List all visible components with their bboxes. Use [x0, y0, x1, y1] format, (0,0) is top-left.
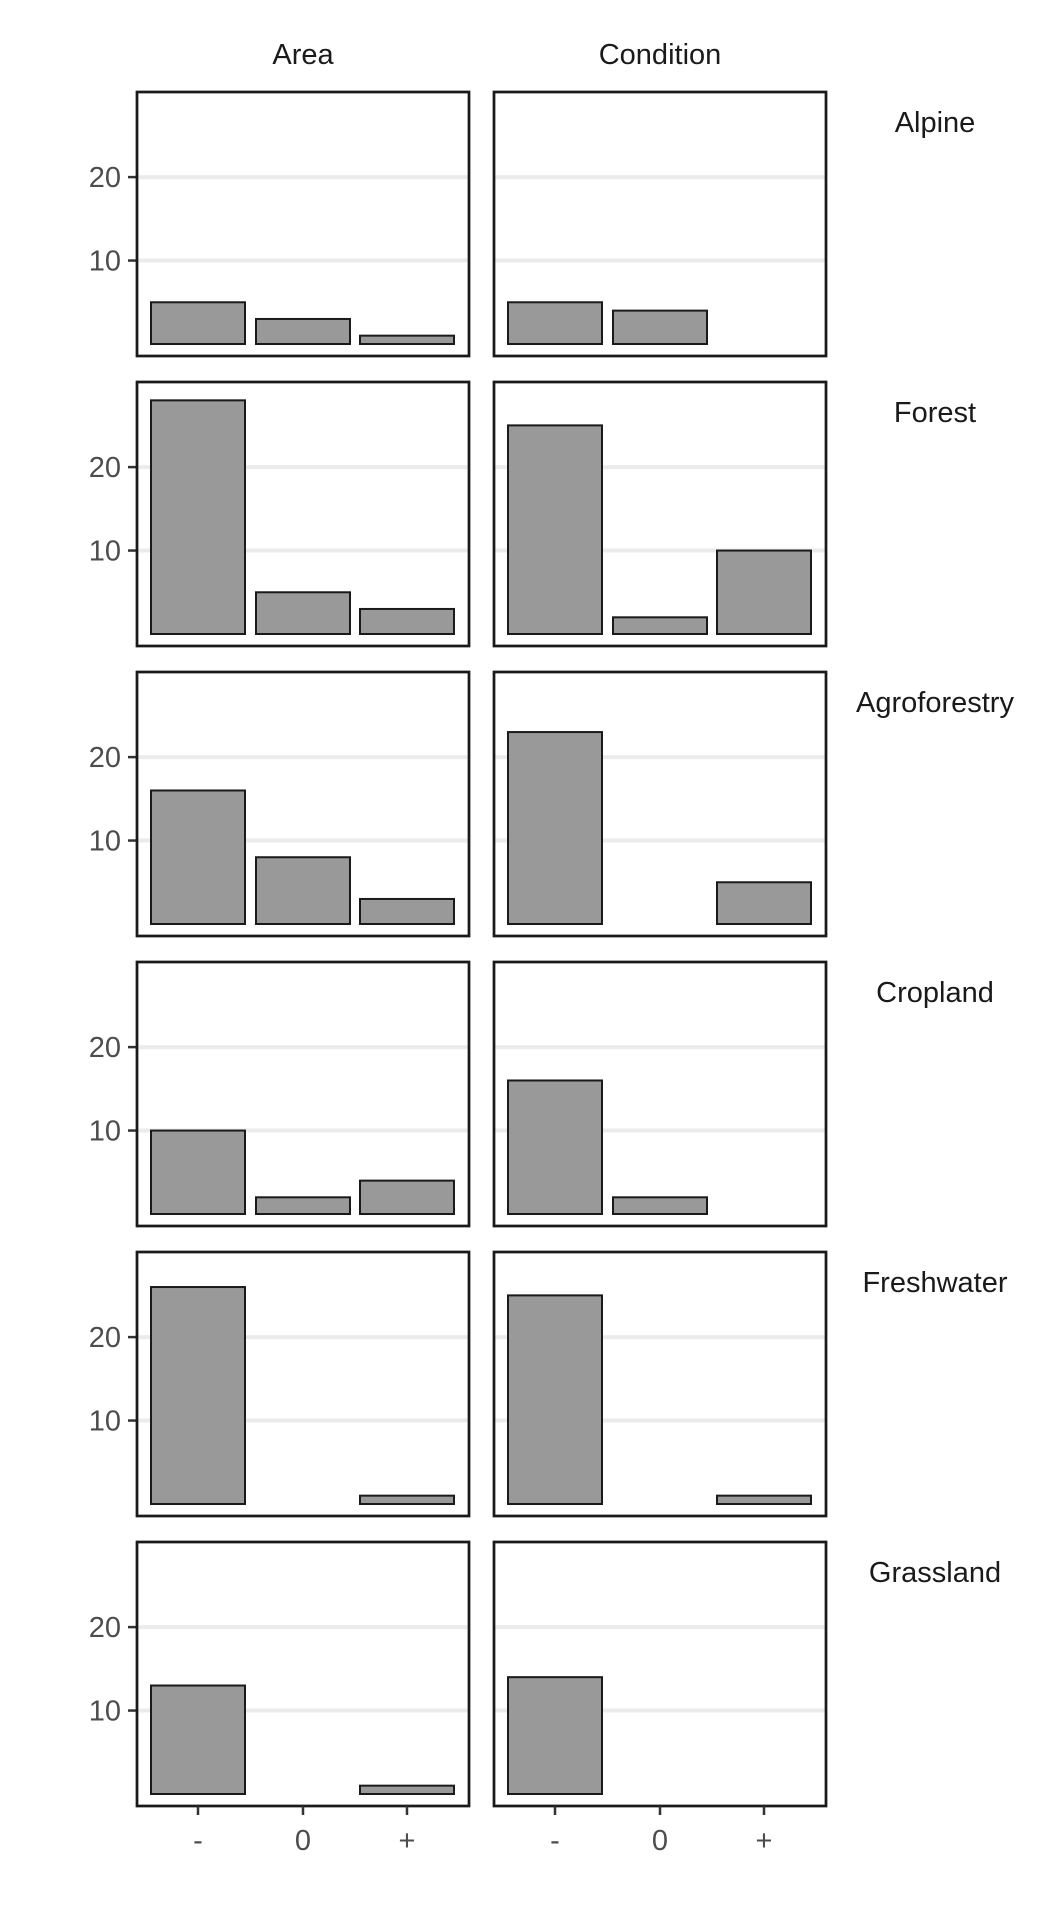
panel-border [492, 670, 828, 938]
y-tick-label: 20 [89, 162, 121, 194]
bar-freshwater-condition-plus [716, 1494, 812, 1505]
row-label-alpine: Alpine [895, 107, 976, 139]
panel-border [492, 1250, 828, 1518]
bar-cropland-area-zero [255, 1196, 351, 1215]
bar-forest-condition-zero [612, 616, 708, 636]
column-label-condition: Condition [599, 39, 722, 71]
bar-alpine-area-minus [150, 301, 246, 345]
y-tick-label: 20 [89, 1612, 121, 1644]
bar-agroforestry-condition-minus [507, 731, 603, 925]
row-label-cropland: Cropland [876, 977, 994, 1009]
y-tick-label: 10 [89, 536, 121, 568]
bar-forest-condition-plus [716, 549, 812, 635]
y-tick-label: 10 [89, 1696, 121, 1728]
row-label-agroforestry: Agroforestry [856, 687, 1014, 719]
row-label-forest: Forest [894, 397, 976, 429]
y-tick-label: 20 [89, 1322, 121, 1354]
column-label-area: Area [272, 39, 334, 71]
bar-forest-area-zero [255, 591, 351, 636]
bar-agroforestry-area-minus [150, 789, 246, 926]
row-label-grassland: Grassland [869, 1557, 1001, 1589]
panel-border [492, 960, 828, 1228]
bar-agroforestry-condition-plus [716, 881, 812, 926]
x-tick-label-minus: - [193, 1825, 203, 1857]
y-tick-label: 20 [89, 452, 121, 484]
x-tick-label-plus: + [399, 1825, 416, 1857]
bar-alpine-area-plus [359, 334, 455, 346]
y-tick-label: 10 [89, 246, 121, 278]
y-tick-label: 20 [89, 742, 121, 774]
bar-alpine-area-zero [255, 317, 351, 345]
bar-forest-area-plus [359, 607, 455, 635]
bar-agroforestry-area-zero [255, 856, 351, 926]
bar-agroforestry-area-plus [359, 897, 455, 925]
y-tick-label: 20 [89, 1032, 121, 1064]
bar-forest-condition-minus [507, 424, 603, 635]
panel-border [135, 960, 471, 1228]
row-label-freshwater: Freshwater [862, 1267, 1007, 1299]
bar-grassland-area-plus [359, 1784, 455, 1795]
bar-alpine-condition-minus [507, 301, 603, 345]
bar-grassland-condition-minus [507, 1676, 603, 1795]
x-tick-label-zero: 0 [295, 1825, 311, 1857]
panel-border [492, 380, 828, 648]
bar-freshwater-area-minus [150, 1286, 246, 1505]
bar-grassland-area-minus [150, 1684, 246, 1795]
y-tick-label: 10 [89, 1406, 121, 1438]
panel-border [492, 90, 828, 358]
bar-cropland-condition-zero [612, 1196, 708, 1215]
y-tick-label: 10 [89, 1116, 121, 1148]
bar-freshwater-area-plus [359, 1494, 455, 1505]
x-tick-label-zero: 0 [652, 1825, 668, 1857]
bar-cropland-area-minus [150, 1129, 246, 1216]
panel-border [135, 1250, 471, 1518]
bar-cropland-area-plus [359, 1179, 455, 1216]
x-tick-label-minus: - [550, 1825, 560, 1857]
x-tick-label-plus: + [756, 1825, 773, 1857]
panel-border [135, 380, 471, 648]
panel-border [135, 670, 471, 938]
y-tick-label: 10 [89, 826, 121, 858]
bar-forest-area-minus [150, 399, 246, 635]
bar-alpine-condition-zero [612, 309, 708, 346]
bar-cropland-condition-minus [507, 1079, 603, 1216]
panel-border [135, 90, 471, 358]
bar-freshwater-condition-minus [507, 1294, 603, 1505]
